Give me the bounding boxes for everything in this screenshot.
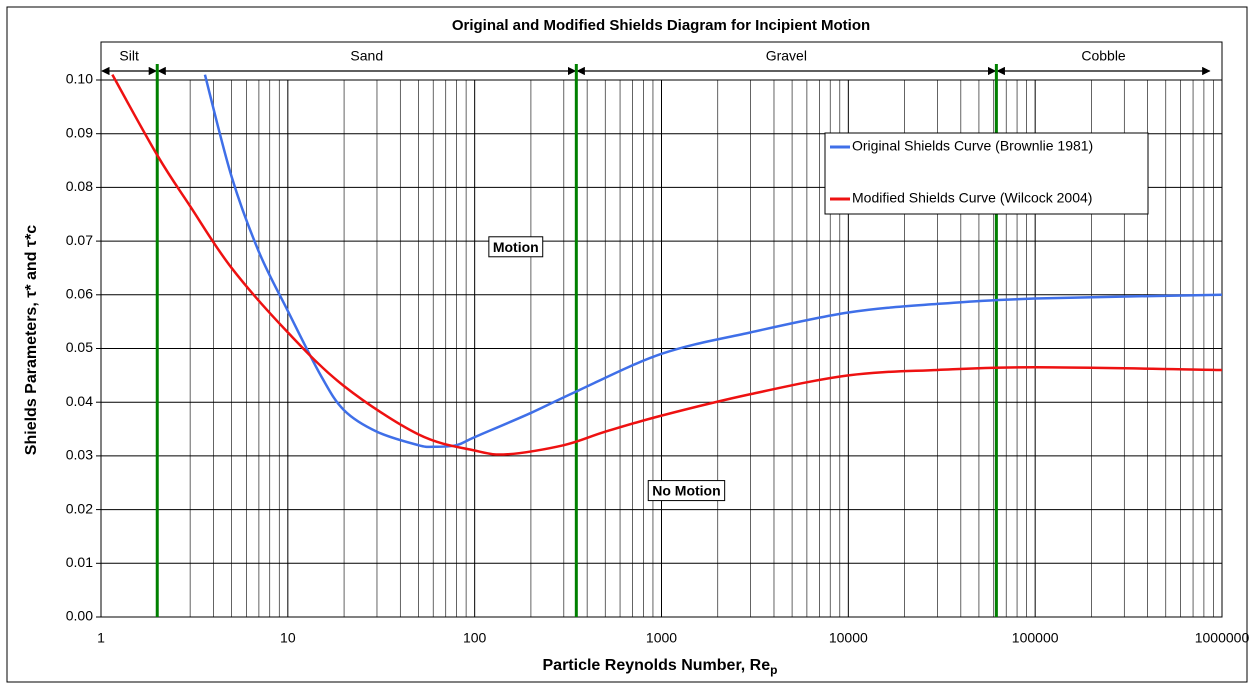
y-tick-label: 0.07 <box>66 232 93 248</box>
region-label: Cobble <box>1081 48 1126 64</box>
annotation-box <box>647 480 726 502</box>
y-tick-label: 0.01 <box>66 554 93 570</box>
series-line <box>111 74 1223 456</box>
series-line <box>203 74 1223 449</box>
legend-label: Modified Shields Curve (Wilcock 2004) <box>852 190 1092 206</box>
region-label: Silt <box>119 48 139 64</box>
annotation: Motion <box>493 239 539 255</box>
y-tick-label: 0.04 <box>66 393 93 409</box>
y-tick-label: 0.03 <box>66 447 93 463</box>
region-label: Sand <box>350 48 383 64</box>
y-tick-label: 0.00 <box>66 608 93 624</box>
annotation-box <box>488 236 544 258</box>
x-axis-label: Particle Reynolds Number, Rep <box>543 657 778 677</box>
x-tick-label: 1 <box>97 630 105 646</box>
legend-box <box>824 132 1149 215</box>
x-tick-label: 10 <box>280 630 296 646</box>
x-tick-label: 100000 <box>1012 630 1059 646</box>
x-tick-label: 1000000 <box>1195 630 1250 646</box>
x-tick-label: 10000 <box>829 630 868 646</box>
y-tick-label: 0.08 <box>66 178 93 194</box>
y-axis-label: Shields Parameters, τ* and τ*c <box>23 225 40 455</box>
y-tick-label: 0.09 <box>66 124 93 140</box>
annotation: No Motion <box>652 483 720 499</box>
y-tick-label: 0.05 <box>66 339 93 355</box>
chart-title: Original and Modified Shields Diagram fo… <box>452 17 870 34</box>
y-tick-label: 0.02 <box>66 500 93 516</box>
x-tick-label: 100 <box>463 630 487 646</box>
y-tick-label: 0.10 <box>66 71 93 87</box>
x-tick-label: 1000 <box>646 630 677 646</box>
region-label: Gravel <box>766 48 807 64</box>
legend-label: Original Shields Curve (Brownlie 1981) <box>852 138 1093 154</box>
y-tick-label: 0.06 <box>66 286 93 302</box>
